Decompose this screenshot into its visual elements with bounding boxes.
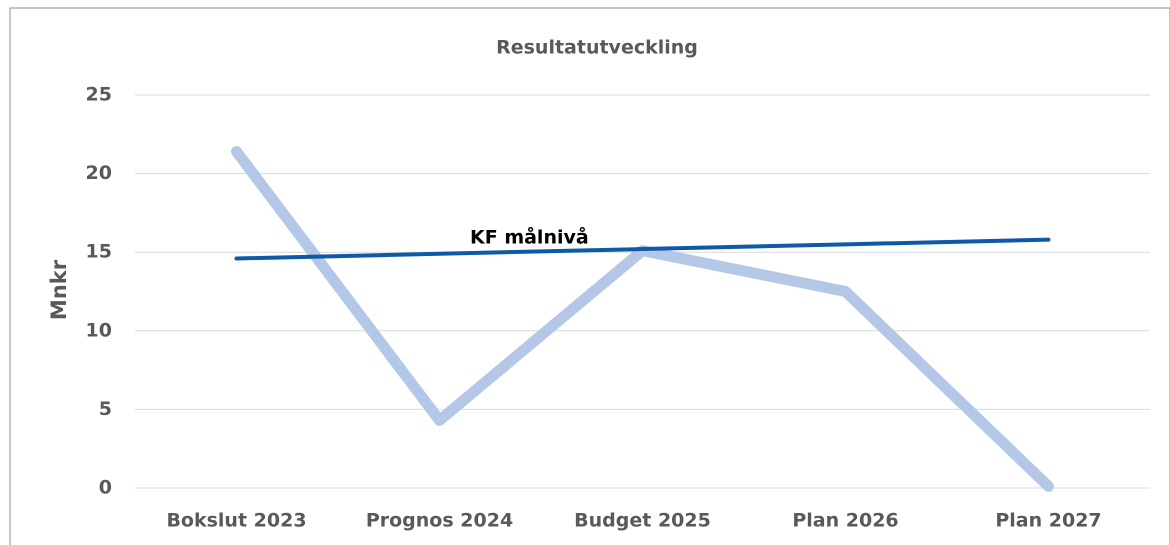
x-tick-label: Budget 2025 xyxy=(574,510,711,532)
x-tick-label: Plan 2027 xyxy=(995,510,1101,532)
y-axis-label: Mnkr xyxy=(47,259,71,320)
chart-frame xyxy=(9,7,1170,545)
y-tick-label: 5 xyxy=(99,398,112,420)
x-tick-label: Bokslut 2023 xyxy=(166,510,306,532)
x-tick-label: Prognos 2024 xyxy=(366,510,513,532)
series-label: KF målnivå xyxy=(470,225,589,249)
y-tick-label: 25 xyxy=(86,84,112,106)
x-tick-label: Plan 2026 xyxy=(792,510,898,532)
line-series xyxy=(234,237,1051,261)
y-tick-label: 15 xyxy=(86,241,112,263)
chart-title: Resultatutveckling xyxy=(496,37,698,59)
y-tick-label: 20 xyxy=(86,162,112,184)
y-tick-label: 10 xyxy=(86,319,112,341)
y-tick-label: 0 xyxy=(99,477,112,499)
